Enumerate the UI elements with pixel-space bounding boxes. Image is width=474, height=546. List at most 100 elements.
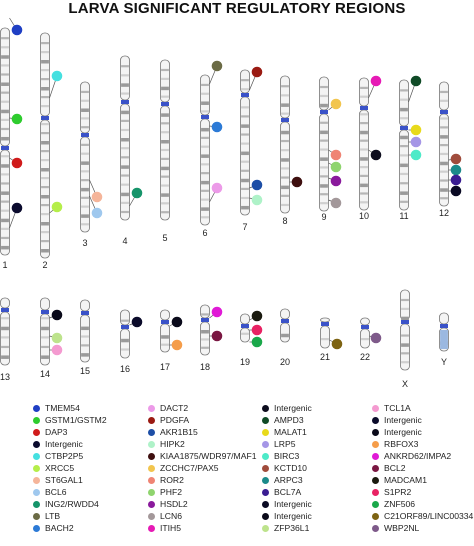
chromosome-12-band <box>440 99 448 102</box>
chromosome-1-band <box>1 155 9 158</box>
legend-swatch <box>262 464 269 472</box>
chromosome-2-p-arm <box>40 32 50 117</box>
chromosome-3-band <box>81 196 89 199</box>
chromosome-10-band <box>360 148 368 151</box>
chromosome-label-7: 7 <box>242 222 247 232</box>
chromosome-17-centromere <box>161 320 169 324</box>
chromosome-2-band <box>41 231 49 234</box>
chromosome-11-band <box>400 145 408 148</box>
legend-swatch <box>372 500 379 508</box>
legend-label: MADCAM1 <box>384 475 427 485</box>
annotation-dot-chr2 <box>51 201 63 213</box>
legend-label: C21ORF89/LINC00334 <box>384 511 474 521</box>
chromosome-11-band <box>400 172 408 176</box>
legend-swatch <box>262 428 269 436</box>
chromosome-5-centromere <box>161 102 169 106</box>
annotation-dot-chr8 <box>291 176 303 188</box>
chromosome-14-centromere <box>41 310 49 314</box>
chromosome-20-p-arm <box>280 308 290 320</box>
legend-label: ARPC3 <box>274 475 303 485</box>
chromosome-10-band <box>360 95 368 98</box>
chromosome-7-band <box>241 196 249 200</box>
chromosome-2-band <box>41 42 49 45</box>
annotation-dot-chr9 <box>330 161 342 173</box>
chromosome-6-p-arm <box>200 74 210 116</box>
legend-label: Intergenic <box>45 439 83 449</box>
chromosome-20-q-arm <box>280 322 290 343</box>
legend-swatch <box>33 452 40 460</box>
chromosome-2-band <box>41 186 49 189</box>
chromosome-1-band <box>1 182 9 185</box>
legend-swatch <box>33 428 40 436</box>
annotation-dot-chr11 <box>410 75 422 87</box>
legend-swatch <box>148 500 155 508</box>
annotation-dot-chr1 <box>11 202 23 214</box>
chromosome-5-band <box>161 148 169 152</box>
legend-label: PDGFA <box>160 415 190 425</box>
chromosome-3-band <box>81 108 89 112</box>
annotation-dot-chr11 <box>410 136 422 148</box>
legend-swatch <box>372 416 379 424</box>
chromosome-1-band <box>1 227 9 230</box>
chromosome-9-band <box>320 103 328 108</box>
chromosome-1-centromere <box>1 146 9 150</box>
annotation-dot-chr10 <box>370 149 382 161</box>
legend-swatch <box>372 464 379 472</box>
chromosome-16-q-arm <box>120 328 130 359</box>
chromosome-12-band <box>440 117 448 120</box>
chromosome-13-band <box>1 317 9 320</box>
chromosome-4-centromere <box>121 100 129 104</box>
chromosome-label-16: 16 <box>120 364 130 374</box>
annotation-dot-chr16 <box>131 316 143 328</box>
chromosome-8-centromere <box>281 118 289 122</box>
legend-swatch <box>148 440 155 448</box>
chromosome-7-band <box>241 169 249 172</box>
chromosome-7-band <box>241 115 249 118</box>
chromosome-8-p-arm <box>280 75 290 119</box>
chromosome-16-p-arm <box>120 309 130 326</box>
chromosome-11-band <box>400 98 408 101</box>
chromosome-9-band <box>320 148 328 151</box>
chromosome-3-band <box>81 152 89 155</box>
chromosome-9-band <box>320 121 328 124</box>
chromosome-2-band <box>41 213 49 216</box>
chromosome-8-band <box>281 194 289 197</box>
chromosome-3-band <box>81 90 89 94</box>
chromosome-7-band <box>241 106 249 109</box>
legend-label: XRCC5 <box>45 463 75 473</box>
chromosome-12-band <box>440 161 448 166</box>
chromosome-7-band <box>241 160 249 163</box>
legend-swatch <box>372 440 379 448</box>
annotation-dot-chr12 <box>450 185 462 197</box>
chromosome-X-band <box>401 343 409 347</box>
chromosome-9-band <box>320 184 328 188</box>
legend-swatch <box>148 464 155 472</box>
chromosome-11-centromere <box>400 126 408 130</box>
chromosome-X-band <box>401 334 409 337</box>
chromosome-10-band <box>360 157 368 161</box>
chromosome-5-band <box>161 157 169 160</box>
chromosome-X-band <box>401 361 409 364</box>
annotation-dot-chr7 <box>251 179 263 191</box>
chromosome-16-band <box>121 338 129 343</box>
chromosome-1-band <box>1 245 9 250</box>
legend-swatch <box>262 440 269 448</box>
chromosome-3-band <box>81 187 89 192</box>
chromosome-2-band <box>41 150 49 153</box>
legend-swatch <box>148 476 155 484</box>
chromosome-11-band <box>400 135 408 140</box>
chromosome-2-band <box>41 105 49 108</box>
legend-label: ZNF506 <box>384 499 416 509</box>
chromosome-4-band <box>121 174 129 177</box>
legend-swatch <box>33 476 40 484</box>
legend-swatch <box>372 476 379 484</box>
legend-swatch <box>262 488 269 496</box>
chromosome-3-band <box>81 179 89 182</box>
annotation-dot-chr18 <box>211 330 223 342</box>
chromosome-13-band <box>1 336 9 339</box>
annotation-dot-chr1 <box>11 157 23 169</box>
chromosome-4-band <box>121 147 129 150</box>
chromosome-label-17: 17 <box>160 362 170 372</box>
chromosome-1-band <box>1 200 9 203</box>
chromosome-3-band <box>81 205 89 208</box>
